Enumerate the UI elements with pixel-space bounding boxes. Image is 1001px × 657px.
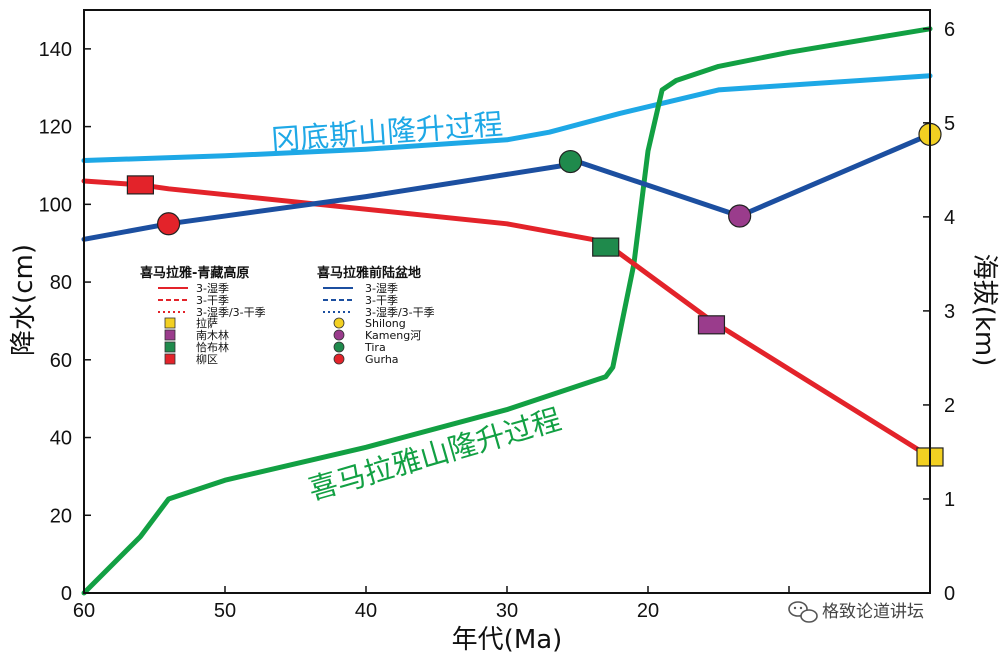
y-tick-label: 20 bbox=[50, 505, 72, 527]
watermark: 格致论道讲坛 bbox=[788, 601, 924, 623]
legend-swatch-tira bbox=[333, 341, 345, 353]
marker-tira-circle bbox=[558, 149, 583, 174]
y-tick-label: 0 bbox=[61, 583, 72, 605]
legend-label: 3-干季 bbox=[365, 294, 398, 307]
legend-label: 拉萨 bbox=[196, 316, 218, 330]
legend-label: 恰布林 bbox=[196, 340, 229, 354]
legend-group-plateau: 喜马拉雅-青藏高原 3-湿季 3-干季 3-湿季/3-干季 拉萨 南木林 恰布林… bbox=[140, 265, 266, 366]
y2-tick-label: 6 bbox=[944, 19, 955, 41]
x-tick-label: 30 bbox=[496, 600, 518, 622]
legend-swatch-qiabulin bbox=[164, 341, 176, 353]
legend-swatch-lhasa bbox=[164, 317, 176, 329]
legend-label: Tira bbox=[364, 341, 386, 354]
y-tick-label: 120 bbox=[39, 117, 72, 139]
legend-label: Gurha bbox=[365, 353, 399, 366]
x-axis-title: 年代(Ma) bbox=[452, 625, 563, 655]
y2-axis-title: 海拔(km) bbox=[969, 254, 999, 367]
legend-title-foreland: 喜马拉雅前陆盆地 bbox=[317, 265, 421, 281]
legend-label: 3-湿季 bbox=[365, 282, 398, 295]
y-tick-label: 80 bbox=[50, 272, 72, 294]
ticks-layer: 60 50 40 30 20 0 20 40 60 80 100 120 140 0 1 2 3 4 5 6 bbox=[39, 19, 956, 622]
x-tick-label: 50 bbox=[214, 600, 236, 622]
marker-item-square bbox=[126, 175, 155, 195]
marker-gurha-circle bbox=[157, 212, 181, 236]
wechat-icon bbox=[788, 601, 818, 623]
y2-tick-label: 3 bbox=[944, 301, 955, 323]
y2-tick-label: 0 bbox=[944, 583, 955, 605]
legend-label: 柳区 bbox=[196, 352, 218, 366]
legend-title-plateau: 喜马拉雅-青藏高原 bbox=[140, 265, 249, 281]
legend-swatch-shilong bbox=[333, 317, 345, 329]
legend-swatch-namling bbox=[164, 329, 176, 341]
legend-swatch-gurha bbox=[333, 353, 345, 365]
y-tick-label: 100 bbox=[39, 194, 72, 216]
y-axis-title: 降水(cm) bbox=[9, 244, 39, 356]
x-tick-label: 60 bbox=[73, 600, 95, 622]
y2-tick-label: 4 bbox=[944, 207, 955, 229]
legend-label: 3-湿季 bbox=[196, 282, 229, 295]
marker-kameng-circle bbox=[728, 204, 752, 228]
y-tick-label: 40 bbox=[50, 428, 72, 450]
marker-item-square bbox=[592, 237, 620, 257]
series-line-1 bbox=[81, 73, 933, 163]
series-line-2 bbox=[81, 26, 933, 596]
legend-label: Shilong bbox=[365, 317, 406, 330]
legend-label: 3-湿季/3-干季 bbox=[196, 306, 266, 319]
marker-item-square bbox=[697, 315, 726, 335]
legend-swatch-liuqu bbox=[164, 353, 176, 365]
legend-swatch-kameng bbox=[333, 329, 345, 341]
legend-label: 3-干季 bbox=[196, 294, 229, 307]
legend-label: 3-湿季/3-干季 bbox=[365, 306, 435, 319]
x-tick-label: 40 bbox=[355, 600, 377, 622]
y2-tick-label: 1 bbox=[944, 489, 955, 511]
y-tick-label: 140 bbox=[39, 39, 72, 61]
x-tick-label: 20 bbox=[637, 600, 659, 622]
legend-label: Kameng河 bbox=[365, 329, 421, 342]
marker-layer bbox=[126, 122, 944, 467]
legend-label: 南木林 bbox=[196, 328, 229, 342]
y2-tick-label: 2 bbox=[944, 395, 955, 417]
legend: 喜马拉雅-青藏高原 3-湿季 3-干季 3-湿季/3-干季 拉萨 南木林 恰布林… bbox=[140, 265, 435, 366]
y2-tick-label: 5 bbox=[944, 113, 955, 135]
y-tick-label: 60 bbox=[50, 350, 72, 372]
watermark-text: 格致论道讲坛 bbox=[822, 602, 924, 622]
legend-group-foreland: 喜马拉雅前陆盆地 3-湿季 3-干季 3-湿季/3-干季 Shilong Kam… bbox=[317, 265, 435, 366]
